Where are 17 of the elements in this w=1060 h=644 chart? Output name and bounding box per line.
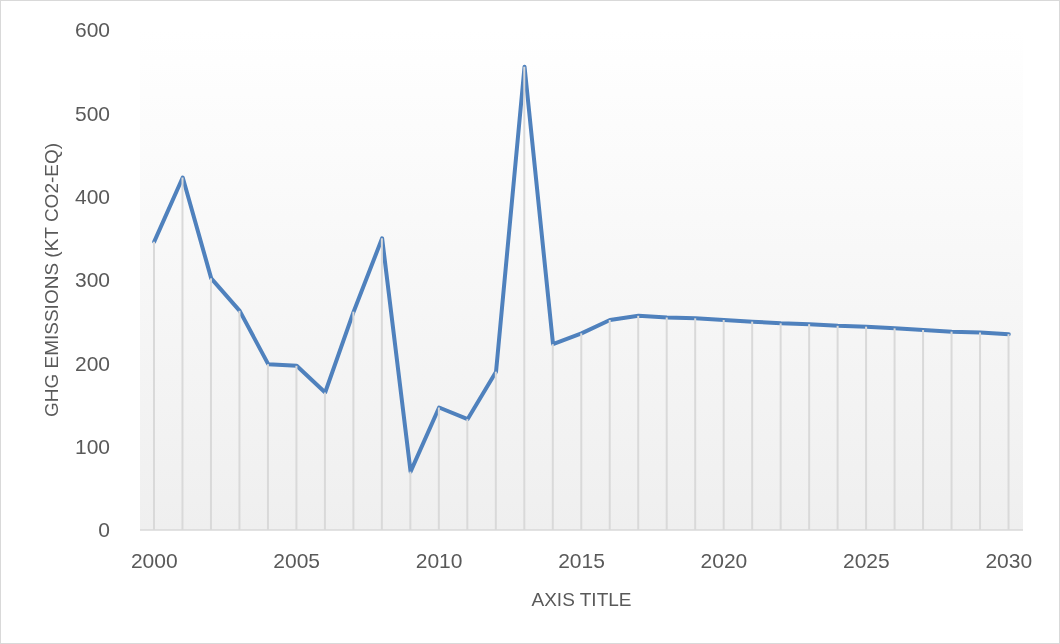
line-series: [152, 64, 1011, 474]
x-axis-title: AXIS TITLE: [531, 588, 632, 610]
y-tick-label: 0: [98, 518, 110, 542]
y-tick-label: 300: [74, 268, 110, 292]
x-tick-label: 2015: [558, 548, 605, 572]
x-tick-label: 2025: [842, 548, 890, 572]
y-axis-title: GHG EMISSIONS (KT CO2-EQ): [40, 142, 62, 418]
x-tick-label: 2010: [415, 548, 463, 572]
x-tick-label: 2000: [130, 548, 178, 572]
x-tick-label: 2030: [985, 548, 1033, 572]
x-tick-label: 2020: [700, 548, 748, 572]
y-tick-label: 400: [74, 185, 110, 209]
y-tick-label: 100: [74, 435, 110, 459]
y-tick-label: 500: [74, 101, 110, 125]
x-tick-label: 2005: [273, 548, 321, 572]
y-tick-label: 600: [74, 18, 110, 42]
y-tick-label: 200: [74, 351, 110, 375]
